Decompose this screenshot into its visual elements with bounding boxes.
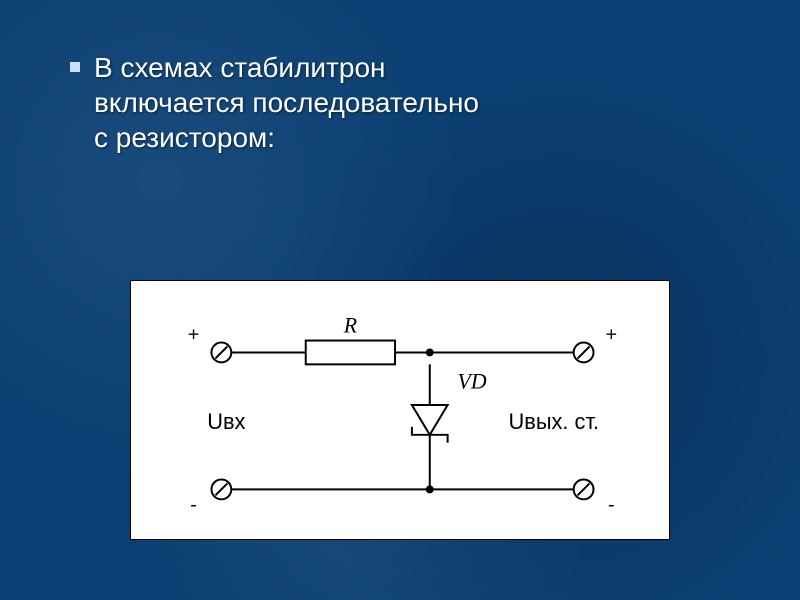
svg-text:+: +	[188, 324, 200, 346]
svg-text:Uвх: Uвх	[207, 409, 245, 434]
bullet-row: В схемах стабилитрон включается последов…	[70, 50, 480, 155]
bullet-area: В схемах стабилитрон включается последов…	[70, 50, 480, 155]
circuit-diagram: R VD Uвх Uвых. ст. + + - -	[130, 280, 670, 540]
bullet-square-icon	[70, 62, 80, 72]
circuit-svg: R VD Uвх Uвых. ст. + + - -	[131, 281, 669, 539]
slide: В схемах стабилитрон включается последов…	[0, 0, 800, 600]
svg-text:-: -	[190, 494, 197, 516]
bullet-text: В схемах стабилитрон включается последов…	[94, 50, 480, 155]
svg-text:+: +	[606, 324, 618, 346]
svg-text:R: R	[343, 314, 357, 338]
svg-text:Uвых. ст.: Uвых. ст.	[508, 409, 599, 434]
svg-text:-: -	[608, 494, 615, 516]
svg-text:VD: VD	[458, 370, 487, 394]
